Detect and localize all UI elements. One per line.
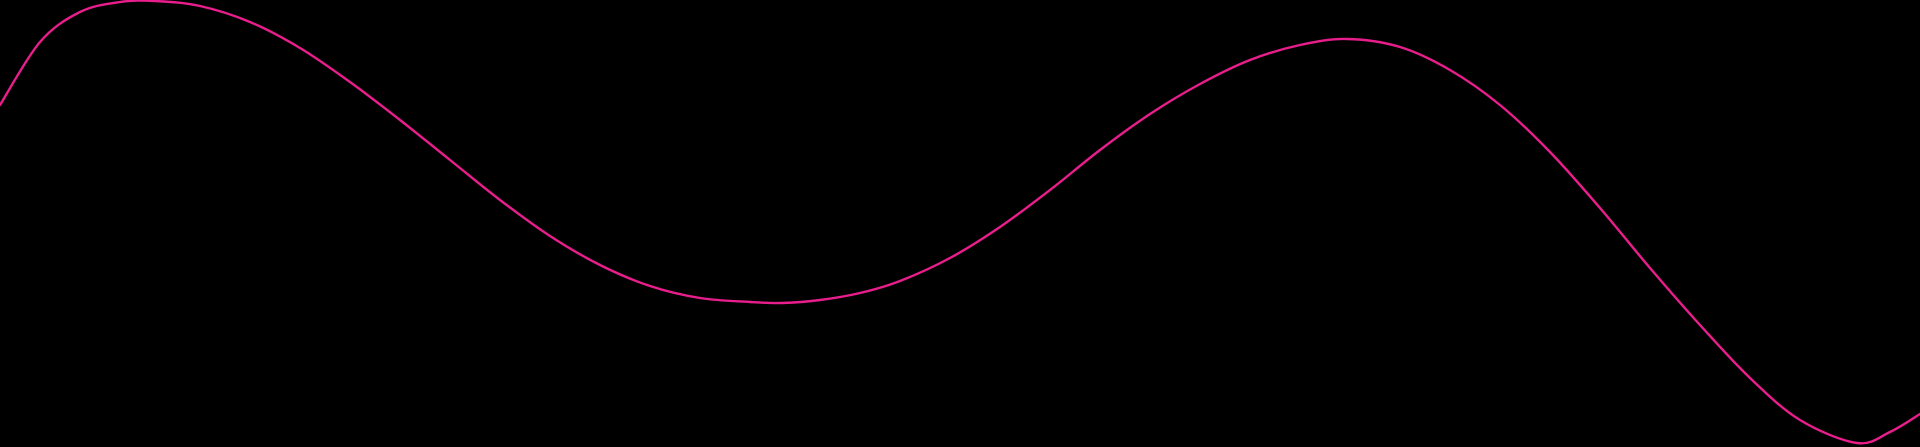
series-group: [0, 0, 1920, 445]
curve-series-line-curve: [0, 0, 1920, 445]
chart-canvas: [0, 0, 1920, 447]
chart-background: [0, 0, 1920, 447]
line-chart-svg: [0, 0, 1920, 447]
